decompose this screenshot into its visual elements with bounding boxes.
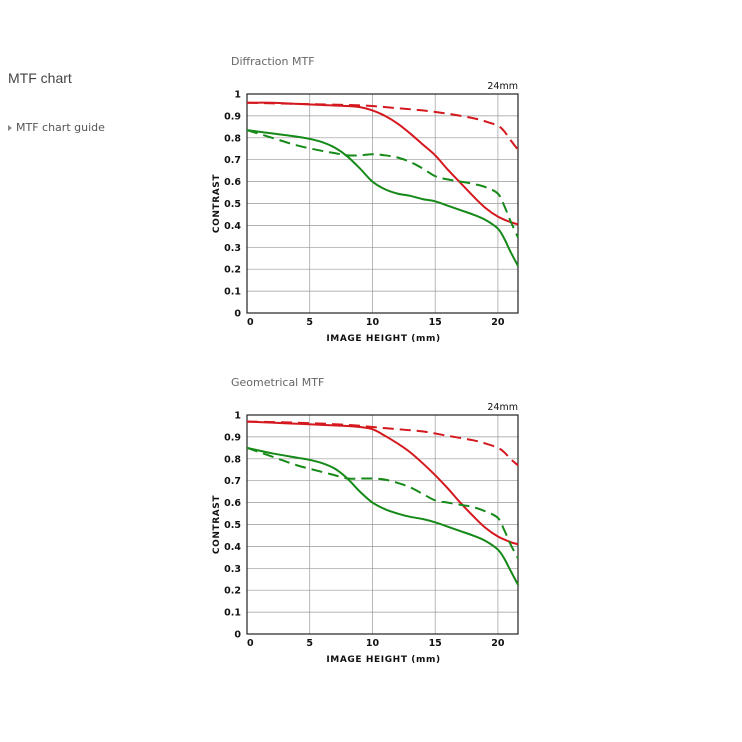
y-tick-label: 0.4	[224, 221, 241, 232]
y-axis-label: CONTRAST	[212, 495, 222, 555]
y-tick-label: 0	[234, 309, 241, 320]
y-tick-label: 0.7	[224, 155, 241, 166]
x-tick-label: 0	[247, 638, 254, 649]
red-dashed-series-line	[246, 101, 519, 151]
red-solid-series-line	[246, 101, 519, 226]
x-tick-label: 10	[366, 317, 380, 328]
y-tick-label: 0.4	[224, 542, 241, 553]
y-tick-label: 0.6	[224, 177, 241, 188]
green-dashed-series-line	[246, 446, 519, 559]
y-tick-label: 0.1	[224, 608, 241, 619]
x-tick-label: 15	[429, 317, 442, 328]
y-tick-label: 0	[234, 630, 241, 641]
x-tick-label: 5	[306, 638, 313, 649]
x-tick-label: 5	[306, 317, 313, 328]
y-tick-label: 0.1	[224, 287, 241, 298]
y-tick-label: 0.5	[224, 520, 241, 531]
y-tick-label: 0.7	[224, 476, 241, 487]
geometrical-mtf-caption: Geometrical MTF	[231, 376, 325, 389]
y-tick-label: 0.5	[224, 199, 241, 210]
plot-frame	[246, 93, 519, 314]
red-dashed-series-line	[246, 420, 519, 467]
y-tick-label: 0.2	[224, 586, 241, 597]
y-tick-label: 0.9	[224, 111, 241, 122]
red-solid-series-line	[246, 420, 519, 546]
x-tick-label: 15	[429, 638, 442, 649]
diffraction-mtf-chart: 00.10.20.30.40.50.60.70.80.910 5 10 15 2024m…	[212, 81, 519, 344]
x-axis-label: IMAGE HEIGHT (mm)	[326, 655, 440, 665]
y-axis-label: CONTRAST	[212, 174, 222, 234]
y-tick-label: 0.8	[224, 133, 241, 144]
y-tick-label: 1	[234, 411, 241, 422]
y-tick-label: 0.9	[224, 432, 241, 443]
x-axis-label: IMAGE HEIGHT (mm)	[326, 334, 440, 344]
x-tick-label: 10	[366, 638, 380, 649]
y-tick-label: 0.6	[224, 498, 241, 509]
diffraction-mtf-caption: Diffraction MTF	[231, 55, 315, 68]
green-dashed-series-line	[246, 129, 519, 238]
mtf-chart-guide-link[interactable]: MTF chart guide	[8, 121, 105, 134]
x-tick-label: 0	[247, 317, 254, 328]
y-tick-label: 0.2	[224, 265, 241, 276]
chevron-right-icon	[8, 124, 12, 131]
focal-length-label: 24mm	[487, 402, 518, 413]
x-tick-label: 20	[491, 638, 505, 649]
focal-length-label: 24mm	[487, 81, 518, 92]
y-tick-label: 0.3	[224, 243, 241, 254]
geometrical-mtf-chart: 00.10.20.30.40.50.60.70.80.910 5 10 15 2024m…	[212, 402, 519, 665]
y-tick-label: 0.8	[224, 454, 241, 465]
green-solid-series-line	[246, 446, 519, 586]
mtf-chart-guide-label: MTF chart guide	[16, 121, 105, 134]
green-solid-series-line	[246, 129, 519, 267]
y-tick-label: 0.3	[224, 564, 241, 575]
x-tick-label: 20	[491, 317, 505, 328]
page-title: MTF chart	[8, 70, 72, 86]
y-tick-label: 1	[234, 90, 241, 101]
plot-frame	[246, 414, 519, 635]
